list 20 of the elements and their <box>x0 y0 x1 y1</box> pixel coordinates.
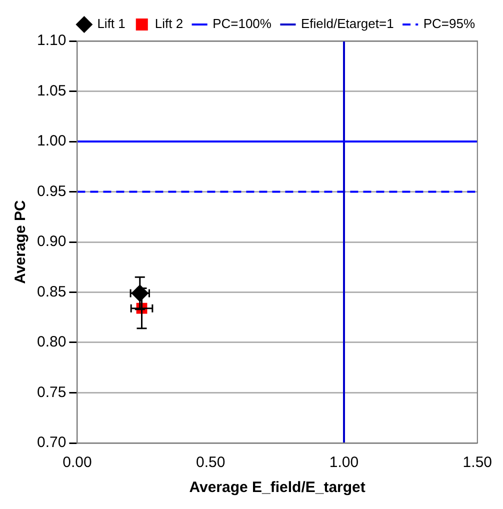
y-tick-label: 0.90 <box>36 233 66 250</box>
x-tick-label: 1.00 <box>329 454 359 472</box>
legend-label: Efield/Etarget=1 <box>300 16 394 32</box>
y-tick-label: 0.95 <box>36 182 66 200</box>
y-tick-label: 0.70 <box>36 434 66 452</box>
legend-label: Lift 2 <box>154 16 184 32</box>
y-axis-title: Average PC <box>12 200 30 284</box>
legend-label: Lift 1 <box>97 16 126 32</box>
x-tick-label: 1.50 <box>462 454 492 472</box>
legend-label: PC=95% <box>423 16 476 32</box>
y-tick-label: 1.10 <box>36 32 66 50</box>
y-tick-label: 1.05 <box>36 82 66 100</box>
x-axis-title: Average E_field/E_target <box>189 479 366 496</box>
legend-label: PC=100% <box>212 16 272 32</box>
y-tick-label: 0.85 <box>36 283 66 300</box>
y-tick-label: 1.00 <box>36 132 66 150</box>
x-tick-label: 0.00 <box>62 454 92 472</box>
x-tick-label: 0.50 <box>196 454 226 472</box>
y-tick-label: 0.80 <box>36 334 66 351</box>
y-tick-label: 0.75 <box>36 384 66 401</box>
